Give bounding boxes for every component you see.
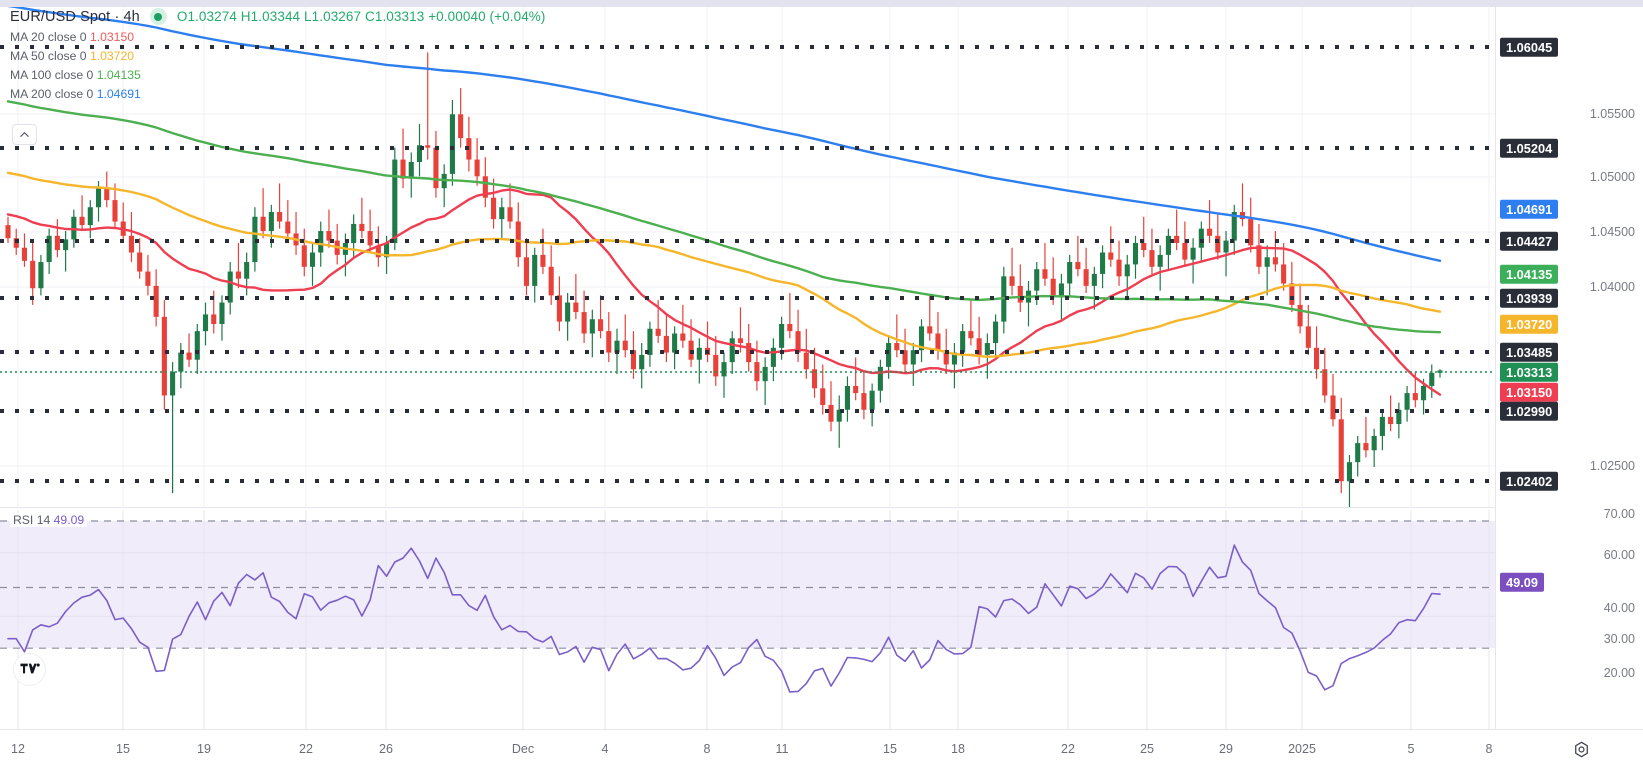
time-axis-label: 15 xyxy=(883,742,897,756)
legend-collapse-button[interactable] xyxy=(12,124,37,145)
price-badge-level[interactable]: 1.06045 xyxy=(1500,37,1559,57)
time-axis-label: 12 xyxy=(11,742,25,756)
time-axis-label: 15 xyxy=(116,742,130,756)
price-tick-label: 1.05500 xyxy=(1589,107,1635,121)
time-axis-label: 11 xyxy=(775,742,789,756)
rsi-tick-label: 30.00 xyxy=(1603,632,1635,646)
price-badge-level[interactable]: 1.02990 xyxy=(1500,401,1559,421)
time-axis-label: 8 xyxy=(703,742,711,756)
time-axis[interactable]: 12 15 19 22 26 Dec 4 8 11 15 18 22 25 29 2025 5 8 xyxy=(0,729,1643,767)
time-axis-label: 26 xyxy=(379,742,393,756)
time-axis-label: Dec xyxy=(511,742,535,756)
time-axis-label: 22 xyxy=(299,742,313,756)
price-badge-last-price[interactable]: 1.03313 xyxy=(1500,362,1559,382)
price-chart-pane[interactable] xyxy=(0,7,1495,507)
time-axis-label: 29 xyxy=(1219,742,1233,756)
price-badge-level[interactable]: 1.05204 xyxy=(1500,138,1559,158)
price-scale[interactable]: 1.05500 1.05000 1.04500 1.04000 1.02500 1.060… xyxy=(1495,7,1643,729)
price-badge-level[interactable]: 1.02402 xyxy=(1500,471,1559,491)
time-axis-label: 18 xyxy=(951,742,965,756)
price-tick-label: 1.02500 xyxy=(1589,459,1635,473)
time-axis-label: 19 xyxy=(197,742,211,756)
price-badge-ma50[interactable]: 1.03720 xyxy=(1500,314,1559,334)
price-tick-label: 1.04500 xyxy=(1589,225,1635,239)
rsi-value-badge[interactable]: 49.09 xyxy=(1500,572,1545,592)
price-badge-level[interactable]: 1.03939 xyxy=(1500,288,1559,308)
rsi-legend: RSI 14 49.09 xyxy=(10,513,88,527)
rsi-indicator-pane[interactable] xyxy=(0,510,1495,729)
chevron-up-icon xyxy=(20,132,29,137)
time-axis-label: 8 xyxy=(1485,742,1493,756)
time-axis-label: 4 xyxy=(601,742,609,756)
rsi-legend-value: 49.09 xyxy=(53,513,85,527)
price-badge-level[interactable]: 1.04427 xyxy=(1500,231,1559,251)
price-tick-label: 1.04000 xyxy=(1589,280,1635,294)
price-badge-ma20[interactable]: 1.03150 xyxy=(1500,382,1559,402)
time-axis-label: 22 xyxy=(1061,742,1075,756)
rsi-tick-label: 70.00 xyxy=(1603,507,1635,521)
price-chart-canvas[interactable] xyxy=(0,7,1495,507)
rsi-chart-canvas[interactable] xyxy=(0,510,1495,729)
chart-settings-gear-icon[interactable] xyxy=(1573,741,1590,758)
time-axis-label: 2025 xyxy=(1288,742,1316,756)
rsi-tick-label: 40.00 xyxy=(1603,601,1635,615)
price-tick-label: 1.05000 xyxy=(1589,170,1635,184)
price-badge-ma100[interactable]: 1.04135 xyxy=(1500,264,1559,284)
price-badge-level[interactable]: 1.03485 xyxy=(1500,342,1559,362)
tradingview-logo-glyph xyxy=(19,663,40,674)
price-badge-ma200[interactable]: 1.04691 xyxy=(1500,199,1559,219)
top-strip xyxy=(0,0,1643,7)
time-axis-label: 25 xyxy=(1140,742,1154,756)
rsi-legend-label: RSI 14 xyxy=(13,513,51,527)
tradingview-logo-icon[interactable] xyxy=(13,653,46,686)
pane-separator xyxy=(0,507,1643,508)
rsi-tick-label: 60.00 xyxy=(1603,548,1635,562)
time-axis-label: 5 xyxy=(1407,742,1415,756)
rsi-tick-label: 20.00 xyxy=(1603,666,1635,680)
